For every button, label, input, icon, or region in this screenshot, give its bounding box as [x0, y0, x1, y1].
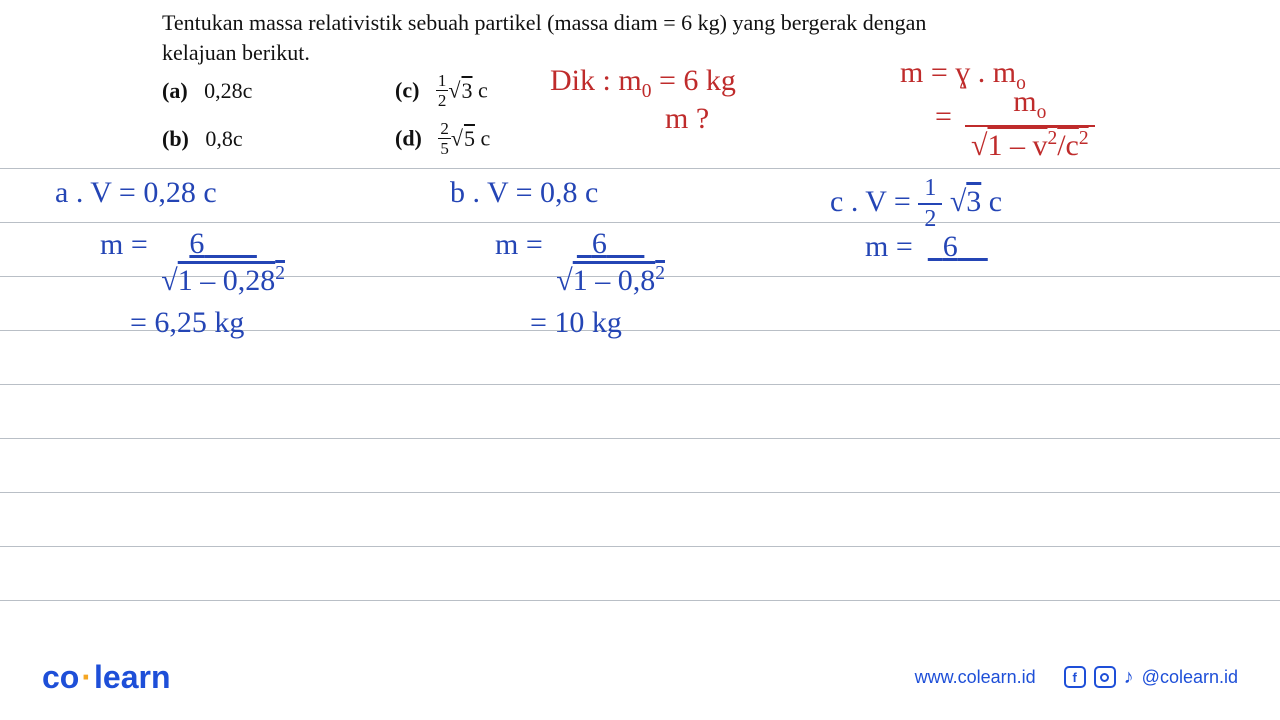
work-a-m: m = 6 √1 – 0,282	[100, 228, 291, 296]
work-b-head: b . V = 0,8 c	[450, 176, 598, 210]
m0-sym: m	[618, 64, 641, 97]
work-a-num: 6	[155, 228, 291, 262]
option-c-fraction: 1 2	[436, 72, 449, 109]
ruled-line	[0, 438, 1280, 439]
formula-numerator: mo	[965, 86, 1095, 125]
work-b-m: m = 6 √1 – 0,82	[495, 228, 671, 296]
work-c-head: c . V = 12 √3 c	[830, 176, 1002, 232]
frac-den: 2	[436, 91, 449, 109]
option-d-fraction: 2 5	[438, 120, 451, 157]
formula-denominator: √1 – v2/c2	[965, 127, 1095, 162]
option-c-tail: c	[473, 78, 488, 103]
frac-den: 5	[438, 139, 451, 157]
option-b-label: (b)	[162, 126, 189, 151]
option-d-root: 5	[463, 126, 475, 151]
work-c-head-pre: c . V =	[830, 185, 918, 218]
option-b-value: 0,8c	[205, 126, 242, 151]
ruled-line	[0, 168, 1280, 169]
ruled-line	[0, 222, 1280, 223]
work-c-m: m = 6	[865, 230, 988, 264]
footer-right: www.colearn.id f ♪ @colearn.id	[915, 666, 1238, 689]
work-b-answer: = 10 kg	[530, 306, 622, 340]
work-a-head: a . V = 0,28 c	[55, 176, 217, 210]
option-c-root: 3	[461, 78, 473, 103]
ruled-line	[0, 384, 1280, 385]
brand-co: co	[42, 659, 79, 695]
brand-dot-icon: ·	[79, 659, 94, 695]
m0-value: = 6 kg	[651, 64, 735, 97]
work-c-frac-d: 2	[918, 205, 942, 232]
option-d: (d) 2 5 √5 c	[395, 122, 490, 159]
m0-subscript: 0	[642, 81, 652, 102]
page: Tentukan massa relativistik sebuah parti…	[0, 0, 1280, 720]
formula-eq: =	[935, 100, 952, 134]
social-icons: f ♪ @colearn.id	[1064, 666, 1238, 689]
footer-url[interactable]: www.colearn.id	[915, 667, 1036, 688]
work-b-m-label: m =	[495, 228, 543, 261]
ruled-line	[0, 600, 1280, 601]
formula-lhs-text: m = ɣ . m	[900, 56, 1016, 89]
work-c-m-label: m =	[865, 230, 913, 263]
footer: co·learn www.colearn.id f ♪ @colearn.id	[0, 648, 1280, 720]
facebook-icon[interactable]: f	[1064, 666, 1086, 688]
option-c-radical: √	[448, 78, 460, 103]
option-a: (a) 0,28c	[162, 78, 252, 104]
brand-logo: co·learn	[42, 659, 170, 696]
option-a-label: (a)	[162, 78, 188, 103]
work-c-tail: c	[981, 185, 1002, 218]
option-d-radical: √	[451, 126, 463, 151]
option-d-label: (d)	[395, 126, 422, 151]
work-a-m-label: m =	[100, 228, 148, 261]
instagram-icon[interactable]	[1094, 666, 1116, 688]
option-c: (c) 1 2 √3 c	[395, 74, 488, 111]
frac-num: 1	[436, 72, 449, 91]
formula-fraction: mo √1 – v2/c2	[965, 86, 1095, 162]
option-d-tail: c	[475, 126, 490, 151]
ruled-line	[0, 492, 1280, 493]
frac-num: 2	[438, 120, 451, 139]
given-block: Dik : m0 = 6 kg	[550, 64, 736, 103]
option-b: (b) 0,8c	[162, 126, 243, 152]
work-b-den: √1 – 0,82	[550, 262, 671, 297]
work-a-den: √1 – 0,282	[155, 262, 291, 297]
work-c-root: 3	[966, 185, 981, 218]
dik-label: Dik :	[550, 64, 611, 97]
question-line1: Tentukan massa relativistik sebuah parti…	[162, 10, 926, 36]
work-a-answer: = 6,25 kg	[130, 306, 244, 340]
brand-learn: learn	[94, 659, 170, 695]
work-c-frac-n: 1	[918, 176, 942, 203]
option-c-label: (c)	[395, 78, 419, 103]
footer-handle[interactable]: @colearn.id	[1142, 667, 1238, 688]
tiktok-icon[interactable]: ♪	[1124, 666, 1134, 689]
ask-m: m ?	[665, 102, 709, 136]
ruled-line	[0, 546, 1280, 547]
option-a-value: 0,28c	[204, 78, 252, 103]
question-line2: kelajuan berikut.	[162, 40, 310, 66]
work-b-num: 6	[550, 228, 671, 262]
work-c-num: 6	[928, 230, 988, 263]
